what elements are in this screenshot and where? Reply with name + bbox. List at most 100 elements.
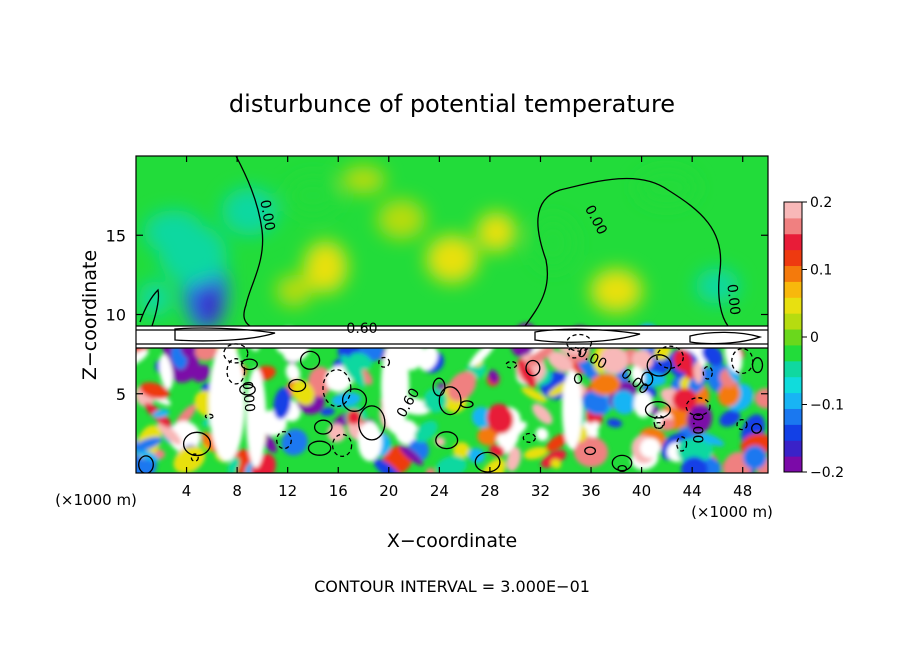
field-blob — [545, 433, 569, 452]
colorbar-tick-label: 0 — [810, 330, 819, 346]
field-blob — [634, 392, 647, 406]
field-blob — [754, 388, 768, 409]
field-blob — [136, 349, 149, 366]
contour-line — [644, 401, 671, 419]
field-blob — [286, 175, 339, 216]
colorbar-swatch — [784, 202, 802, 219]
field-blob — [341, 354, 362, 384]
colorbar-swatch — [784, 233, 802, 251]
field-blob — [686, 404, 713, 435]
contour-line — [190, 453, 199, 462]
contour-line — [240, 358, 258, 371]
colorbar-swatch — [784, 217, 802, 235]
contour-line — [358, 405, 386, 441]
field-blob — [467, 448, 486, 464]
field-blob — [696, 432, 725, 447]
colorbar-tick-label: −0.2 — [810, 465, 844, 481]
contour-line — [573, 373, 583, 384]
contour-line — [322, 369, 352, 408]
contour-label: 0.00 — [239, 380, 258, 412]
field-blob — [285, 363, 301, 383]
field-blob — [681, 456, 708, 473]
field-blob — [477, 427, 500, 446]
field-blob — [743, 445, 767, 470]
field-blob — [307, 366, 332, 397]
field-blob — [476, 212, 517, 253]
field-blob — [341, 165, 386, 194]
field-blob — [660, 417, 674, 432]
field-blob — [693, 361, 703, 384]
contour-line — [378, 356, 391, 368]
field-blob — [173, 446, 206, 473]
colorbar-swatch — [784, 440, 802, 457]
contour-line — [226, 358, 246, 385]
contour-line — [341, 388, 368, 412]
field-blob — [292, 380, 315, 406]
contour-line — [235, 156, 264, 327]
contour-label: 0.00 — [689, 412, 705, 443]
x-unit-label-right: (×1000 m) — [691, 503, 773, 521]
plot-field — [136, 156, 768, 473]
field-blob — [192, 364, 211, 383]
field-blob — [550, 458, 562, 469]
contour-line — [138, 455, 154, 473]
contour-line — [751, 357, 764, 374]
contour-line — [641, 371, 654, 387]
field-blob — [590, 373, 621, 396]
field-blob — [303, 240, 348, 293]
contour-line — [174, 327, 276, 342]
contour-line — [474, 451, 501, 473]
field-blob — [320, 407, 335, 416]
x-tick-label: 40 — [632, 482, 651, 500]
field-blob — [535, 427, 549, 441]
contour-line — [313, 419, 333, 435]
x-tick-label: 28 — [480, 482, 499, 500]
field-blob — [331, 392, 361, 408]
x-tick-label: 36 — [581, 482, 600, 500]
contour-line — [239, 383, 256, 396]
contour-line — [689, 331, 763, 345]
colorbar-swatch — [784, 376, 802, 394]
field-blob — [496, 421, 527, 444]
field-blob — [139, 382, 170, 400]
field-blob — [547, 350, 574, 373]
contour-line — [566, 333, 593, 352]
field-blob — [523, 446, 548, 460]
x-axis-label: X−coordinate — [387, 530, 517, 552]
x-tick-label: 8 — [232, 482, 242, 500]
stable-layer — [136, 326, 768, 348]
y-tick-label: 15 — [106, 226, 126, 245]
field-blob — [136, 449, 160, 462]
field-blob — [701, 344, 723, 366]
field-blob — [695, 267, 740, 304]
field-blob — [357, 421, 382, 462]
colorbar-swatch — [784, 392, 802, 409]
field-blob — [136, 436, 162, 452]
field-blob — [717, 382, 741, 407]
colorbar-tick-label: 0.1 — [810, 263, 832, 279]
colorbar-swatch — [784, 329, 802, 346]
field-blob — [636, 169, 697, 206]
contour-line — [288, 378, 307, 393]
field-blob — [159, 354, 173, 390]
x-tick-label: 12 — [278, 482, 297, 500]
field-blob — [347, 409, 361, 425]
field-blob — [157, 422, 182, 445]
field-blob — [197, 282, 222, 327]
field-blob — [447, 371, 477, 402]
contour-line — [653, 415, 666, 430]
chart-title: disturbunce of potential temperature — [229, 90, 675, 118]
contour-line — [656, 345, 684, 369]
field-blob — [573, 436, 609, 468]
field-blob — [590, 268, 643, 313]
field-blob — [590, 421, 600, 431]
field-blob — [381, 337, 410, 434]
field-blob — [373, 458, 401, 473]
y-tick-label: 5 — [116, 385, 126, 404]
colorbar-swatch — [784, 424, 802, 441]
y-tick-label: 10 — [106, 306, 126, 325]
field-blob — [612, 390, 636, 415]
field-blob — [606, 418, 623, 428]
contour-line — [751, 423, 762, 434]
field-blob — [281, 428, 308, 456]
